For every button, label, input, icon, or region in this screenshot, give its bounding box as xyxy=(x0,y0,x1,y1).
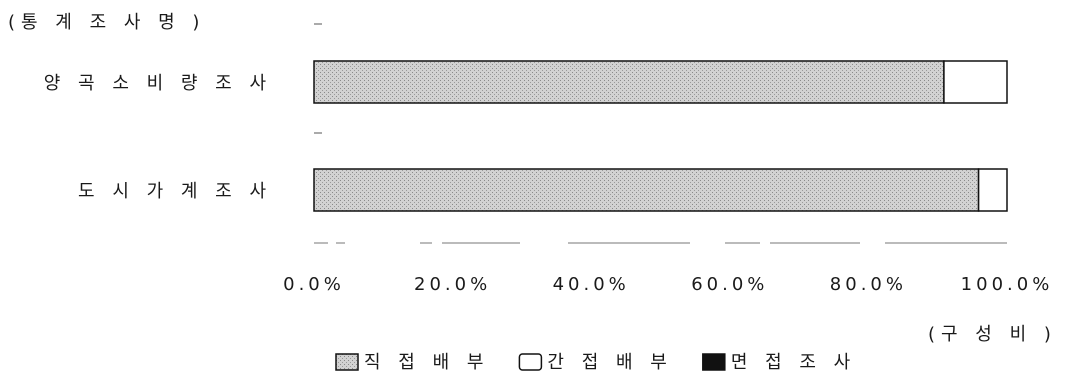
category-axis-title: (통 계 조 사 명 ) xyxy=(8,12,205,33)
legend-swatch-2 xyxy=(518,353,543,371)
bar-segment-2 xyxy=(943,60,1008,104)
category-label: 도 시 가 계 조 사 xyxy=(78,181,272,202)
bar-segment-1 xyxy=(313,168,980,212)
legend-label: 직 접 배 부 xyxy=(364,352,489,373)
x-tick-label: 20.0% xyxy=(414,274,491,295)
category-labels: 양 곡 소 비 량 조 사도 시 가 계 조 사 xyxy=(44,73,272,202)
legend-swatch-1 xyxy=(335,353,359,371)
legend-label: 간 접 배 부 xyxy=(547,352,672,373)
axis-marks xyxy=(314,23,1007,244)
bar-segment-2 xyxy=(977,168,1008,212)
legend-label: 면 접 조 사 xyxy=(731,352,856,373)
x-tick-label: 80.0% xyxy=(830,274,907,295)
x-tick-label: 60.0% xyxy=(691,274,768,295)
x-tick-labels: 0.0% 20.0% 40.0% 60.0% 80.0% 100.0% xyxy=(283,274,1054,295)
bar-segment-1 xyxy=(313,60,945,104)
bars xyxy=(313,60,1008,212)
category-label: 양 곡 소 비 량 조 사 xyxy=(44,73,272,94)
x-tick-label: 40.0% xyxy=(553,274,630,295)
x-tick-label: 0.0% xyxy=(283,274,345,295)
value-axis-title: (구 성 비 ) xyxy=(928,324,1057,345)
x-tick-label: 100.0% xyxy=(961,274,1054,295)
legend-swatch-3 xyxy=(702,353,726,371)
